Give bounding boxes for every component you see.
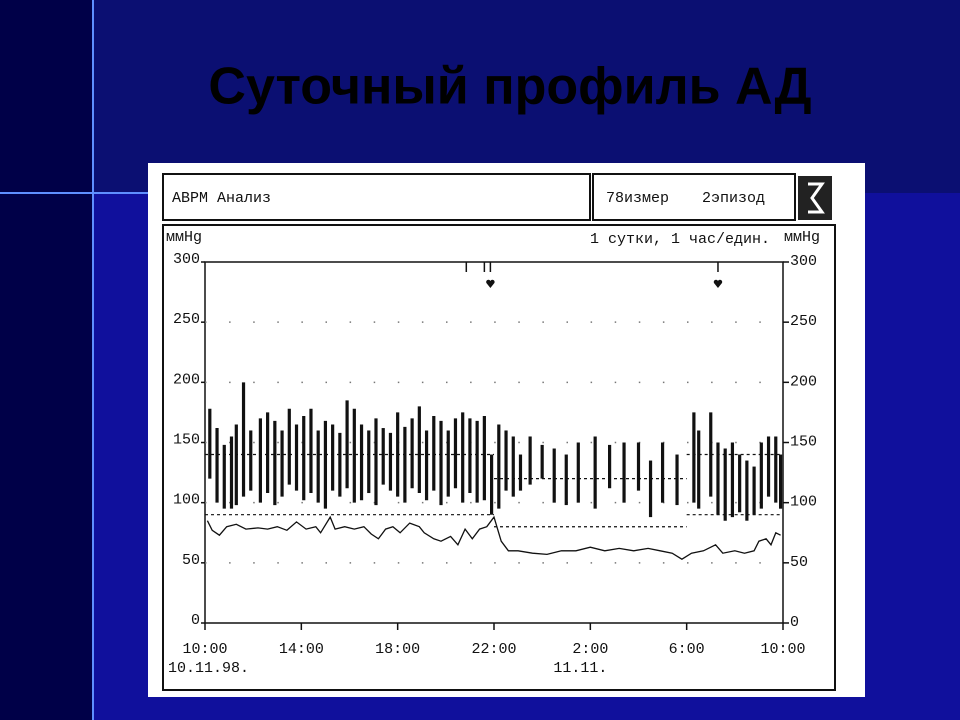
header-box [162,173,591,221]
slide-title: Суточный профиль АД [208,58,811,116]
y-tick-label: 50 [182,552,200,569]
x-tick-label: 22:00 [471,641,516,658]
measurements-label: 78измер [606,190,669,207]
y-tick-label: 0 [191,612,200,629]
y-tick-label: 150 [173,431,200,448]
event-marker [486,279,495,288]
y2-tick-label: 0 [790,614,799,631]
x-date-label: 11.11. [553,660,607,677]
y-axis-label: ммHg [166,229,202,246]
event-marker [713,279,723,288]
x-tick-label: 14:00 [279,641,324,658]
y-tick-label: 100 [173,492,200,509]
x-tick-label: 10:00 [182,641,227,658]
y-tick-label: 200 [173,371,200,388]
episodes-label: 2эпизод [702,190,765,207]
header-box [592,173,796,221]
y2-tick-label: 200 [790,373,817,390]
chart-subtitle: 1 сутки, 1 час/един. [590,231,770,248]
y2-tick-label: 50 [790,554,808,571]
y2-tick-label: 100 [790,494,817,511]
x-tick-label: 2:00 [572,641,608,658]
heart-rate-line [206,515,781,560]
x-tick-label: 10:00 [760,641,805,658]
y-tick-label: 300 [173,251,200,268]
y-tick-label: 250 [173,311,200,328]
y2-axis-label: ммHg [784,229,820,246]
y2-tick-label: 250 [790,313,817,330]
y2-tick-label: 300 [790,253,817,270]
x-date-label: 10.11.98. [168,660,249,677]
logo-mark [808,182,825,214]
left-strip [0,0,93,720]
x-tick-label: 18:00 [375,641,420,658]
y2-tick-label: 150 [790,433,817,450]
x-tick-label: 6:00 [669,641,705,658]
panel-title: АВРМ Анализ [172,190,271,207]
chart-frame [162,224,836,691]
top-band [93,0,960,193]
